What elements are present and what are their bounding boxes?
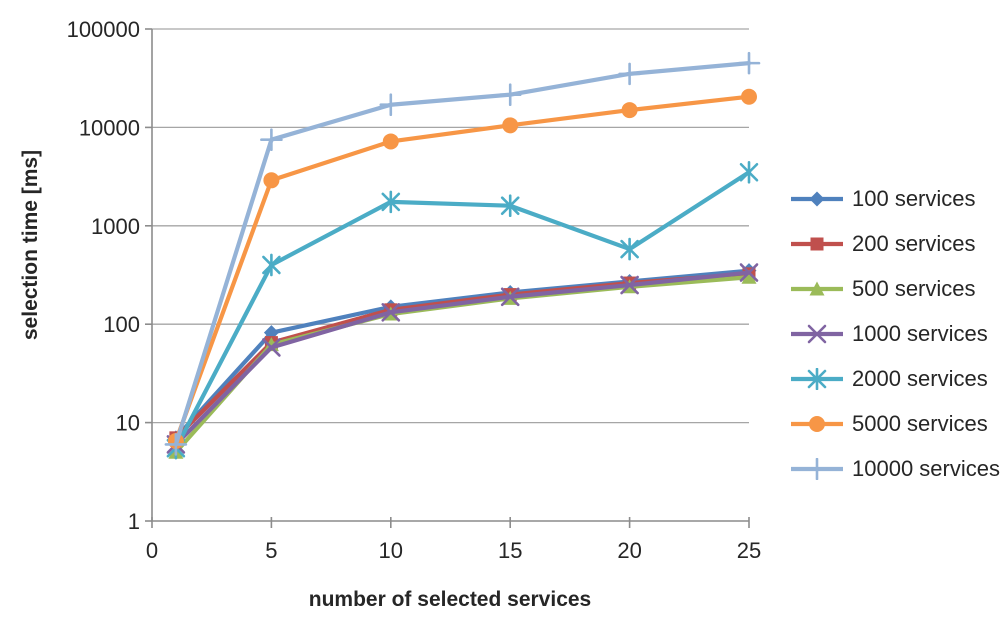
legend-item-label: 5000 services xyxy=(852,410,988,436)
data-point-marker xyxy=(262,338,281,357)
legend-item: 200 services xyxy=(789,221,1000,266)
legend-item: 2000 services xyxy=(789,356,1000,401)
x-tick-label: 20 xyxy=(617,538,641,563)
x-tick-label: 25 xyxy=(737,538,761,563)
x-tick-label: 15 xyxy=(498,538,522,563)
legend-item-label: 2000 services xyxy=(852,365,988,391)
y-tick-label: 1000 xyxy=(91,214,140,239)
legend-item-label: 200 services xyxy=(852,230,976,256)
data-point-marker xyxy=(382,133,399,150)
data-point-marker xyxy=(381,303,401,322)
data-point-marker xyxy=(502,117,519,134)
legend-marker-glyph xyxy=(810,237,824,250)
legend-marker-icon xyxy=(791,367,843,390)
x-axis-title: number of selected services xyxy=(308,588,592,611)
legend-marker-icon xyxy=(791,457,843,480)
y-tick-label: 10000 xyxy=(79,115,140,140)
series-5000-services xyxy=(167,88,757,450)
legend-marker-icon xyxy=(791,324,843,343)
legend-marker-icon xyxy=(791,281,843,295)
legend-marker-glyph xyxy=(809,191,825,206)
legend-marker-glyph xyxy=(807,324,827,343)
y-tick-label: 1 xyxy=(128,509,140,534)
series-line xyxy=(173,270,752,447)
data-point-marker xyxy=(263,172,280,189)
series-line xyxy=(173,170,752,451)
legend-item: 100 services xyxy=(789,176,1000,221)
y-tick-label: 100 xyxy=(103,312,140,337)
legend-marker-glyph xyxy=(809,281,825,295)
series-line xyxy=(173,61,752,447)
data-point-marker xyxy=(739,263,759,282)
legend-marker-glyph xyxy=(809,415,825,432)
series-10000-services xyxy=(164,51,761,456)
data-point-marker xyxy=(741,269,757,284)
data-point-marker xyxy=(500,287,520,307)
legend-item: 500 services xyxy=(789,266,1000,311)
legend-marker-icon xyxy=(791,415,843,432)
x-tick-label: 10 xyxy=(379,538,403,563)
series-1000-services xyxy=(166,263,759,454)
legend-item-label: 100 services xyxy=(852,185,976,211)
legend-marker-icon xyxy=(791,191,843,206)
y-tick-label: 10 xyxy=(116,411,140,436)
legend-item-label: 10000 services xyxy=(852,455,1000,481)
series-line xyxy=(173,94,752,444)
legend-item: 10000 services xyxy=(789,446,1000,491)
legend: 100 services 200 services 500 services 1… xyxy=(789,176,1000,491)
legend-item: 5000 services xyxy=(789,401,1000,446)
y-axis-title: selection time [ms] xyxy=(19,149,42,341)
legend-marker-icon xyxy=(791,237,843,250)
legend-item-label: 1000 services xyxy=(852,320,988,346)
data-point-marker xyxy=(621,102,638,119)
legend-item-label: 500 services xyxy=(852,275,976,301)
series-2000-services xyxy=(166,160,759,460)
legend-item: 1000 services xyxy=(789,311,1000,356)
x-tick-label: 5 xyxy=(265,538,277,563)
data-point-marker xyxy=(620,275,639,295)
y-tick-label: 100000 xyxy=(67,17,140,42)
data-point-marker xyxy=(741,88,757,105)
x-tick-label: 0 xyxy=(146,538,158,563)
